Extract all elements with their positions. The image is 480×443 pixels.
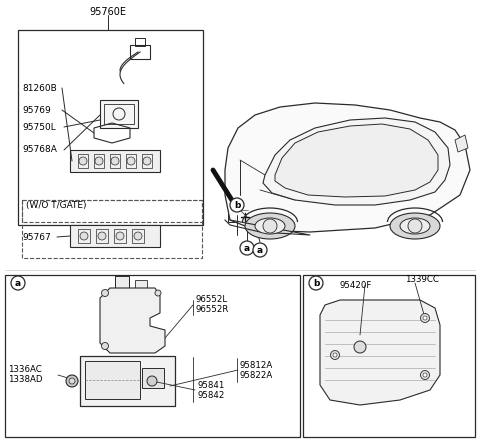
Circle shape: [11, 276, 25, 290]
Bar: [132, 229, 144, 243]
Circle shape: [240, 241, 254, 255]
Circle shape: [101, 289, 108, 296]
Bar: [80, 356, 175, 406]
Polygon shape: [455, 135, 468, 152]
Bar: [100, 100, 138, 128]
Polygon shape: [100, 288, 165, 353]
Bar: [135, 38, 145, 46]
Circle shape: [101, 342, 108, 350]
Circle shape: [331, 350, 339, 360]
Bar: [85, 361, 140, 399]
Text: a: a: [15, 279, 21, 288]
Circle shape: [420, 314, 430, 323]
Circle shape: [98, 232, 106, 240]
Polygon shape: [320, 300, 440, 405]
Text: 95822A: 95822A: [240, 370, 273, 380]
Bar: [126, 154, 136, 168]
Circle shape: [116, 232, 124, 240]
Polygon shape: [275, 124, 438, 197]
Bar: [110, 154, 120, 168]
Bar: [142, 154, 152, 168]
Text: 96552R: 96552R: [195, 306, 228, 315]
Bar: [345, 330, 375, 365]
Text: b: b: [234, 201, 240, 210]
Text: a: a: [257, 245, 263, 254]
Text: b: b: [313, 279, 319, 288]
Text: 96552L: 96552L: [195, 295, 227, 304]
Text: 95420F: 95420F: [340, 280, 372, 289]
Text: 95842: 95842: [197, 390, 224, 400]
Circle shape: [79, 157, 87, 165]
Bar: [104, 104, 134, 124]
Bar: [70, 150, 160, 172]
Circle shape: [423, 316, 427, 320]
Circle shape: [230, 198, 244, 212]
Text: a: a: [244, 244, 250, 253]
Circle shape: [408, 219, 422, 233]
Circle shape: [111, 157, 119, 165]
Bar: [78, 229, 90, 243]
Text: 1339CC: 1339CC: [405, 276, 439, 284]
Circle shape: [143, 157, 151, 165]
Circle shape: [69, 378, 75, 384]
Ellipse shape: [390, 213, 440, 239]
Circle shape: [127, 157, 135, 165]
Ellipse shape: [400, 218, 430, 234]
Bar: [114, 229, 126, 243]
Bar: [303, 275, 475, 437]
Bar: [135, 280, 147, 288]
Bar: [22, 200, 202, 222]
Text: (W/O T/GATE): (W/O T/GATE): [26, 201, 86, 210]
Circle shape: [147, 376, 157, 386]
Text: 95812A: 95812A: [240, 361, 273, 369]
Text: 95767: 95767: [22, 233, 51, 241]
Circle shape: [309, 276, 323, 290]
Bar: [96, 229, 108, 243]
Bar: [78, 154, 88, 168]
Circle shape: [333, 353, 337, 357]
Text: 81260B: 81260B: [22, 83, 57, 93]
Circle shape: [263, 219, 277, 233]
Circle shape: [354, 341, 366, 353]
Text: 95841: 95841: [197, 381, 224, 389]
Text: 1336AC: 1336AC: [8, 365, 42, 374]
Bar: [22, 200, 202, 258]
Text: 95750L: 95750L: [22, 123, 56, 132]
Text: 95760E: 95760E: [89, 7, 127, 17]
Circle shape: [95, 157, 103, 165]
Ellipse shape: [245, 213, 295, 239]
Bar: [130, 45, 150, 59]
Circle shape: [423, 373, 427, 377]
Bar: [70, 225, 160, 247]
Circle shape: [134, 232, 142, 240]
Polygon shape: [263, 118, 450, 205]
Text: 95768A: 95768A: [22, 145, 57, 155]
Circle shape: [66, 375, 78, 387]
Circle shape: [155, 290, 161, 296]
Circle shape: [253, 243, 267, 257]
Text: 1338AD: 1338AD: [8, 376, 43, 385]
Bar: [142, 368, 164, 388]
Bar: [18, 30, 203, 225]
Polygon shape: [225, 103, 470, 232]
Bar: [108, 303, 143, 325]
Circle shape: [80, 232, 88, 240]
Bar: [94, 154, 104, 168]
Bar: [5, 275, 300, 437]
Circle shape: [420, 370, 430, 380]
Bar: [228, 200, 250, 222]
Text: 95769: 95769: [22, 105, 51, 114]
Bar: [115, 276, 129, 288]
Ellipse shape: [255, 218, 285, 234]
